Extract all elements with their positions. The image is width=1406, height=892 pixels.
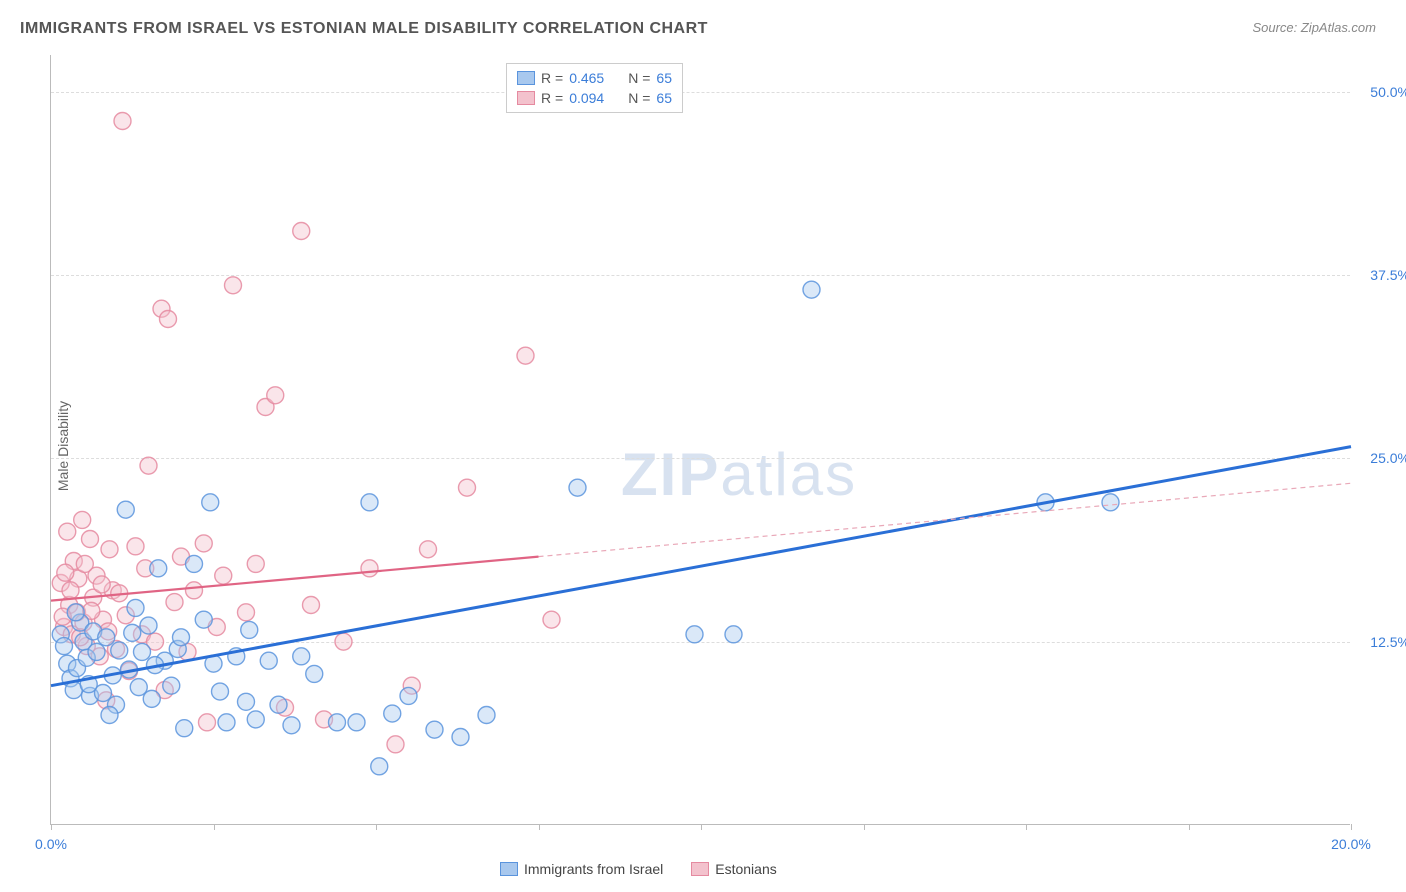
source-attribution: Source: ZipAtlas.com <box>1252 20 1376 35</box>
y-tick-label: 37.5% <box>1355 267 1406 283</box>
legend-row-israel: R = 0.465 N = 65 <box>517 68 672 88</box>
correlation-legend: R = 0.465 N = 65 R = 0.094 N = 65 <box>506 63 683 113</box>
scatter-canvas <box>51 55 1350 824</box>
plot-area: ZIPatlas 12.5%25.0%37.5%50.0%0.0%20.0% R… <box>50 55 1350 825</box>
chart-title: IMMIGRANTS FROM ISRAEL VS ESTONIAN MALE … <box>20 20 708 38</box>
y-tick-label: 25.0% <box>1355 450 1406 466</box>
y-tick-label: 12.5% <box>1355 634 1406 650</box>
legend-row-estonians: R = 0.094 N = 65 <box>517 88 672 108</box>
series-legend: Immigrants from Israel Estonians <box>500 861 777 877</box>
legend-item-estonians: Estonians <box>691 861 776 877</box>
x-tick-label: 0.0% <box>35 836 67 852</box>
swatch-icon <box>517 71 535 85</box>
swatch-icon <box>500 862 518 876</box>
y-tick-label: 50.0% <box>1355 84 1406 100</box>
legend-item-israel: Immigrants from Israel <box>500 861 663 877</box>
swatch-icon <box>517 91 535 105</box>
x-tick-label: 20.0% <box>1331 836 1371 852</box>
swatch-icon <box>691 862 709 876</box>
